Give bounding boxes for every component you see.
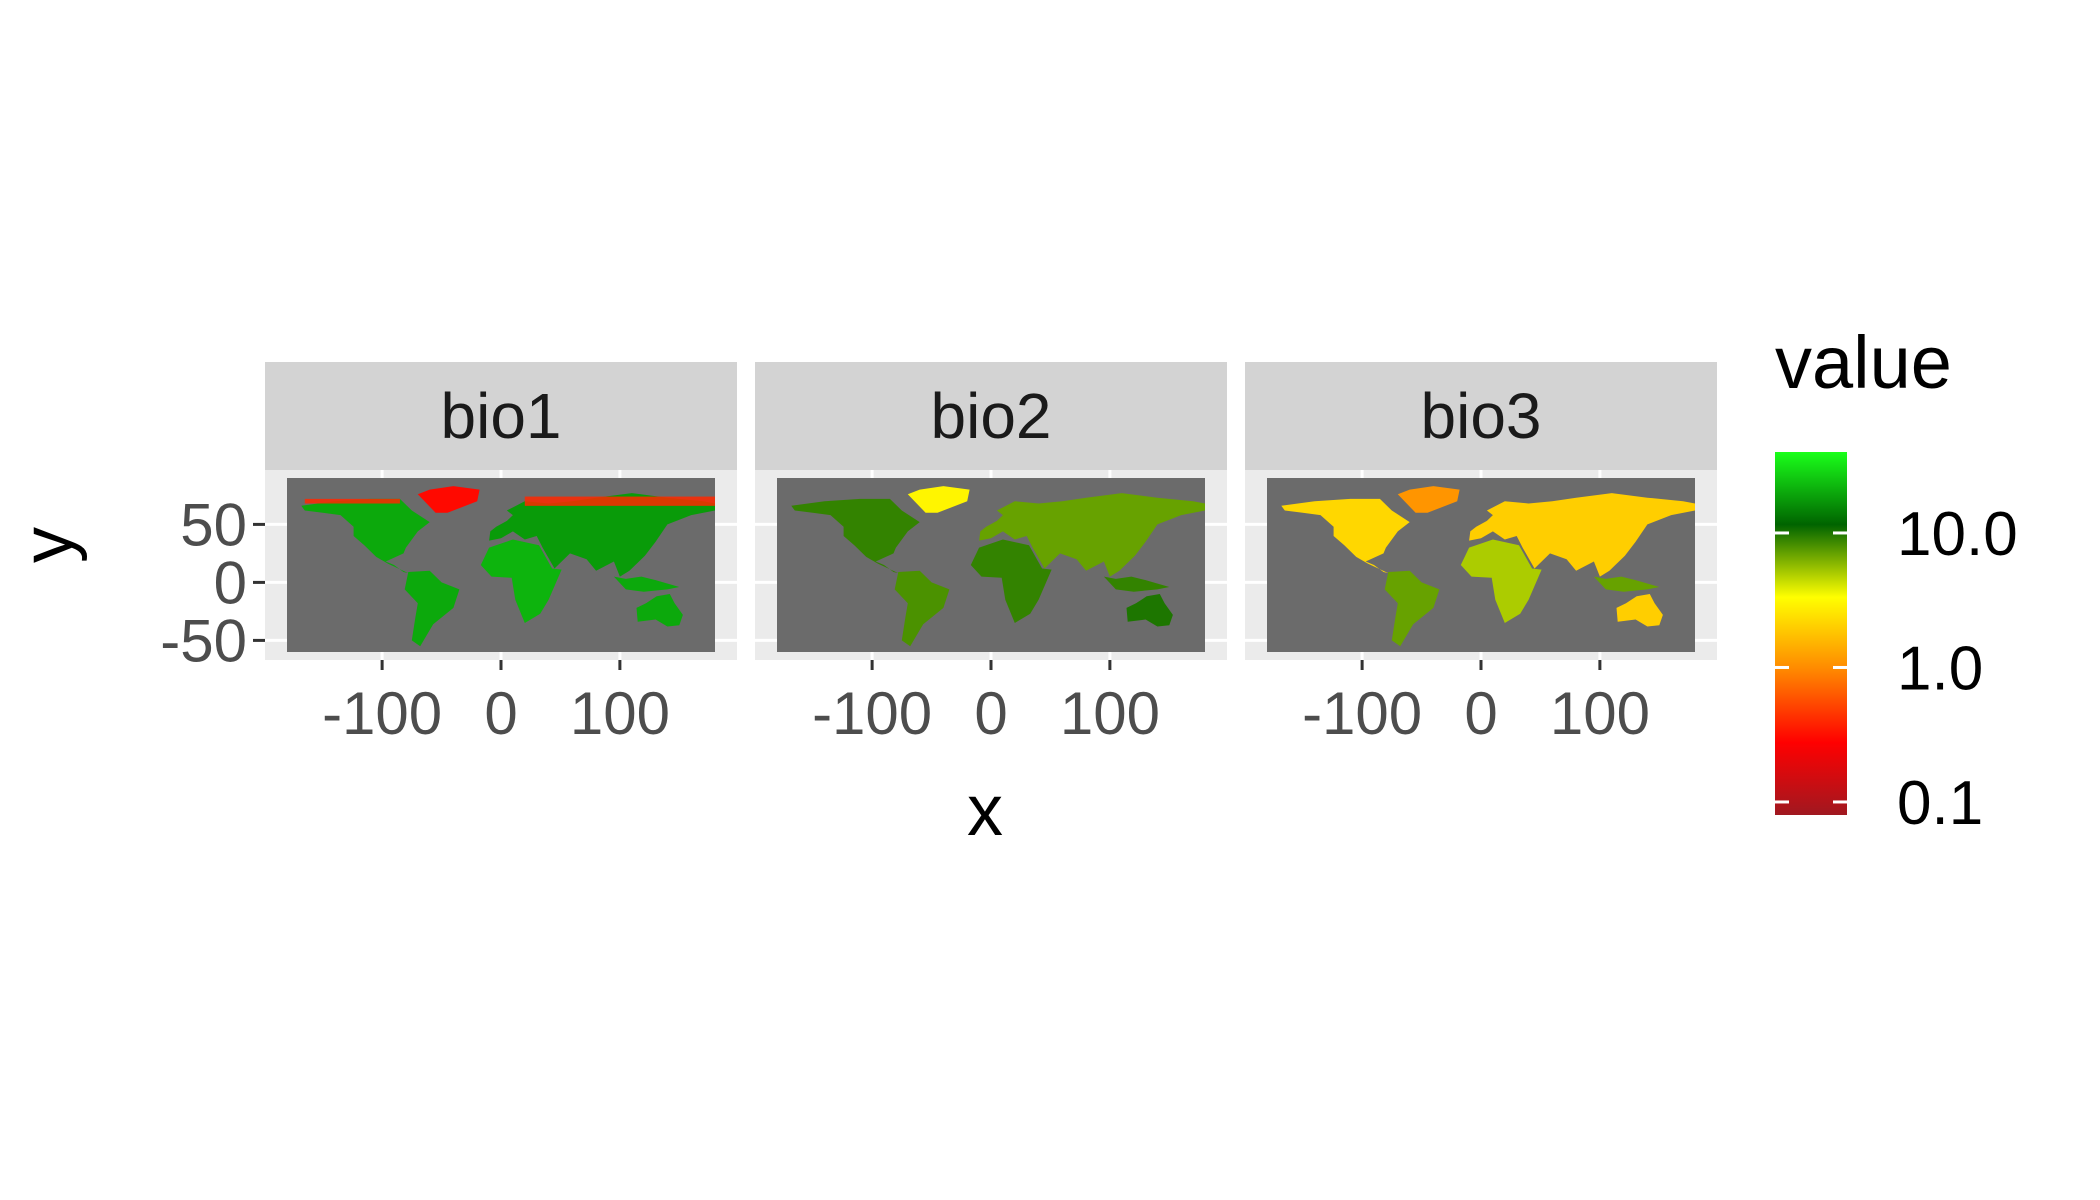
facet-panel-bio3: bio3 -100 0 100 bbox=[1245, 362, 1717, 747]
y-axis: 500-50 bbox=[160, 491, 265, 674]
land-au bbox=[1616, 594, 1663, 627]
y-tick-label: 0 bbox=[214, 549, 247, 616]
land-au bbox=[1126, 594, 1173, 627]
land-gl bbox=[417, 486, 480, 513]
facet-strip-bio2 bbox=[755, 362, 1227, 470]
land-id bbox=[613, 576, 680, 592]
x-tick-label: 0 bbox=[1464, 680, 1497, 747]
land-sa bbox=[404, 570, 460, 647]
x-tick-label: 100 bbox=[1550, 680, 1650, 747]
x-tick-label: 0 bbox=[974, 680, 1007, 747]
land-sa bbox=[894, 570, 950, 647]
land-eu bbox=[1469, 493, 1695, 577]
facet-strip-bio1 bbox=[265, 362, 737, 470]
legend-break-label: 1.0 bbox=[1897, 634, 1983, 703]
land-id bbox=[1593, 576, 1660, 592]
land-id bbox=[1103, 576, 1170, 592]
y-axis-title: y bbox=[8, 527, 88, 563]
legend-colorbar bbox=[1775, 452, 1847, 815]
cold-band bbox=[524, 496, 715, 506]
facet-strip-label: bio3 bbox=[1421, 380, 1542, 452]
land-gl bbox=[907, 486, 970, 513]
legend-break-label: 0.1 bbox=[1897, 769, 1983, 838]
facet-panel-bio1: bio1 -100 0 100 bbox=[265, 362, 737, 747]
land-gl bbox=[1397, 486, 1460, 513]
land-au bbox=[636, 594, 683, 627]
y-tick-label: 50 bbox=[180, 491, 247, 558]
x-tick-label: 100 bbox=[570, 680, 670, 747]
x-tick-label: 0 bbox=[484, 680, 517, 747]
land-af bbox=[480, 539, 562, 623]
color-legend: value 0.1 1.0 10.0 bbox=[1775, 321, 2018, 838]
legend-title: value bbox=[1775, 321, 1952, 404]
land-eu bbox=[979, 493, 1205, 577]
facet-panels: bio1 -100 0 100 bio2 -100 0 100 bio3 -100 0 100 bbox=[265, 362, 1717, 747]
land-na bbox=[791, 498, 920, 574]
x-tick-label: 100 bbox=[1060, 680, 1160, 747]
facet-strip-label: bio2 bbox=[931, 380, 1052, 452]
cold-band bbox=[304, 498, 400, 504]
x-tick-label: -100 bbox=[322, 680, 442, 747]
land-af bbox=[970, 539, 1052, 623]
land-sa bbox=[1384, 570, 1440, 647]
x-tick-label: -100 bbox=[1302, 680, 1422, 747]
land-na bbox=[1281, 498, 1410, 574]
land-na bbox=[301, 498, 430, 574]
y-tick-label: -50 bbox=[160, 607, 247, 674]
land-eu bbox=[489, 493, 715, 577]
x-axis-title: x bbox=[967, 771, 1003, 851]
legend-break-label: 10.0 bbox=[1897, 500, 2018, 569]
facet-panel-bio2: bio2 -100 0 100 bbox=[755, 362, 1227, 747]
facet-strip-bio3 bbox=[1245, 362, 1717, 470]
x-tick-label: -100 bbox=[812, 680, 932, 747]
land-af bbox=[1460, 539, 1542, 623]
facet-strip-label: bio1 bbox=[441, 380, 562, 452]
